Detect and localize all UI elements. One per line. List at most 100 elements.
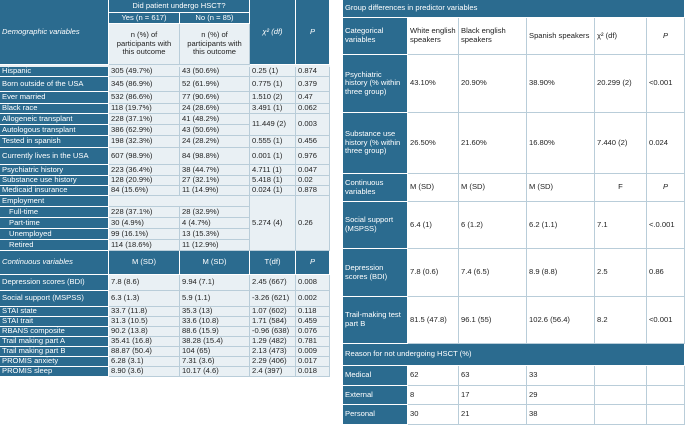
- demographic-variables-heading: Demographic variables: [0, 0, 109, 65]
- p-cell: 0.781: [296, 337, 330, 347]
- row-label: Substance use history (% within three gr…: [343, 113, 408, 174]
- white-cell: 62: [408, 366, 459, 386]
- black-cell: 21.60%: [459, 113, 527, 174]
- categorical-variables-heading: Categorical variables: [343, 18, 408, 55]
- table-row: Trail making part A 35.41 (16.8) 38.28 (…: [0, 337, 330, 347]
- stat-cell: 2.4 (397): [250, 367, 296, 377]
- table-row: Medical 62 63 33: [343, 366, 685, 386]
- stat-cell: 2.13 (473): [250, 347, 296, 357]
- table-row: Hispanic 305 (49.7%) 43 (50.6%) 0.25 (1)…: [0, 67, 330, 77]
- no-cell: 77 (90.6%): [180, 92, 250, 104]
- row-label: Depression scores (BDI): [0, 275, 109, 291]
- transplant-group: Allogeneic transplant 228 (37.1%) 41 (48…: [0, 114, 330, 136]
- row-label: STAI state: [0, 307, 109, 317]
- continuous-variables-heading: Continuous variables: [0, 251, 109, 275]
- p-cell: 0.076: [296, 327, 330, 337]
- p-value-heading: P: [296, 0, 330, 65]
- stat-cell: 1.29 (482): [250, 337, 296, 347]
- p-value-heading: P: [296, 251, 330, 275]
- black-speakers-heading: Black english speakers: [459, 18, 527, 55]
- table-row: RBANS composite 90.2 (13.8) 88.6 (15.9) …: [0, 327, 330, 337]
- stat-cell: -0.96 (638): [250, 327, 296, 337]
- row-label: Trail making part A: [0, 337, 109, 347]
- row-label: Social support (MSPSS): [343, 202, 408, 249]
- yes-cell: 99 (16.1%): [109, 229, 180, 240]
- p-cell: 0.26: [296, 196, 330, 251]
- row-label: Unemployed: [0, 229, 109, 240]
- row-label: RBANS composite: [0, 327, 109, 337]
- table-row: Trail making part B 88.87 (50.4) 104 (65…: [0, 347, 330, 357]
- p-value-heading: P: [647, 18, 685, 55]
- yes-cell: 30 (4.9%): [109, 218, 180, 229]
- stat-cell: 2.29 (406): [250, 357, 296, 367]
- yes-cell: 33.7 (11.8): [109, 307, 180, 317]
- spacer: [0, 65, 330, 67]
- stat-cell: 8.2: [595, 297, 647, 344]
- row-label: PROMIS sleep: [0, 367, 109, 377]
- black-cell: 20.90%: [459, 55, 527, 113]
- no-cell: 38 (44.7%): [180, 165, 250, 176]
- table-row: Psychiatric history (% within three grou…: [343, 55, 685, 113]
- no-cell: 11 (14.9%): [180, 186, 250, 196]
- row-label: Substance use history: [0, 176, 109, 186]
- empty-cell: [595, 366, 647, 386]
- black-cell: 21: [459, 405, 527, 425]
- yes-cell: 198 (32.3%): [109, 136, 180, 148]
- p-cell: 0.018: [296, 367, 330, 377]
- p-cell: 0.874: [296, 67, 330, 77]
- chi-cell: 7.440 (2): [595, 113, 647, 174]
- chi-cell: 0.001 (1): [250, 148, 296, 165]
- row-label: Born outside of the USA: [0, 77, 109, 92]
- yes-cell: 532 (86.6%): [109, 92, 180, 104]
- p-cell: 0.86: [647, 249, 685, 297]
- row-label: Currently lives in the USA: [0, 148, 109, 165]
- row-label: PROMIS anxiety: [0, 357, 109, 367]
- row-label: Trail making part B: [0, 347, 109, 357]
- left-header-row: Demographic variables Did patient underg…: [0, 0, 330, 65]
- black-msd-heading: M (SD): [459, 174, 527, 202]
- table-row: Psychiatric history 223 (36.4%) 38 (44.7…: [0, 165, 330, 176]
- no-subheading: n (%) of participants with this outcome: [180, 24, 250, 65]
- row-label: Trail-making test part B: [343, 297, 408, 344]
- table-row: Substance use history 128 (20.9%) 27 (32…: [0, 176, 330, 186]
- yes-cell: 607 (98.9%): [109, 148, 180, 165]
- p-cell: 0.379: [296, 77, 330, 92]
- table-row: STAI state 33.7 (11.8) 35.3 (13) 1.07 (6…: [0, 307, 330, 317]
- p-cell: 0.456: [296, 136, 330, 148]
- row-label: Psychiatric history: [0, 165, 109, 176]
- row-label: Tested in spanish: [0, 136, 109, 148]
- empty-cell: [647, 386, 685, 405]
- no-cell: 28 (32.9%): [180, 207, 250, 218]
- no-cell: 33.6 (10.8): [180, 317, 250, 327]
- row-label: Hispanic: [0, 67, 109, 77]
- no-cell: 38.28 (15.4): [180, 337, 250, 347]
- p-cell: 0.47: [296, 92, 330, 104]
- yes-cell: 114 (18.6%): [109, 240, 180, 251]
- no-cell: 10.17 (4.6): [180, 367, 250, 377]
- p-cell: 0.878: [296, 186, 330, 196]
- table-row: Personal 30 21 38: [343, 405, 685, 425]
- table-row: Substance use history (% within three gr…: [343, 113, 685, 174]
- white-cell: 7.8 (0.6): [408, 249, 459, 297]
- p-cell: 0.002: [296, 291, 330, 307]
- empty-cell: [647, 405, 685, 425]
- p-cell: <0.001: [647, 55, 685, 113]
- row-label: Autologous transplant: [0, 125, 109, 136]
- yes-msd-heading: M (SD): [109, 251, 180, 275]
- spanish-cell: 38: [527, 405, 595, 425]
- no-msd-heading: M (SD): [180, 251, 250, 275]
- no-cell: 4 (4.7%): [180, 218, 250, 229]
- chi-cell: 5.274 (4): [250, 196, 296, 251]
- black-cell: 96.1 (55): [459, 297, 527, 344]
- stat-cell: 1.07 (602): [250, 307, 296, 317]
- table-row: Depression scores (BDI) 7.8 (8.6) 9.94 (…: [0, 275, 330, 291]
- p-cell: 0.008: [296, 275, 330, 291]
- chi-cell: 5.418 (1): [250, 176, 296, 186]
- p-cell: 0.047: [296, 165, 330, 176]
- yes-cell: 84 (15.6%): [109, 186, 180, 196]
- group-differences-table: Group differences in predictor variables…: [343, 0, 685, 425]
- p-value-heading: P: [647, 174, 685, 202]
- row-label: Black race: [0, 104, 109, 114]
- reason-for-not-undergoing-title: Reason for not undergoing HSCT (%): [343, 344, 685, 366]
- white-cell: 26.50%: [408, 113, 459, 174]
